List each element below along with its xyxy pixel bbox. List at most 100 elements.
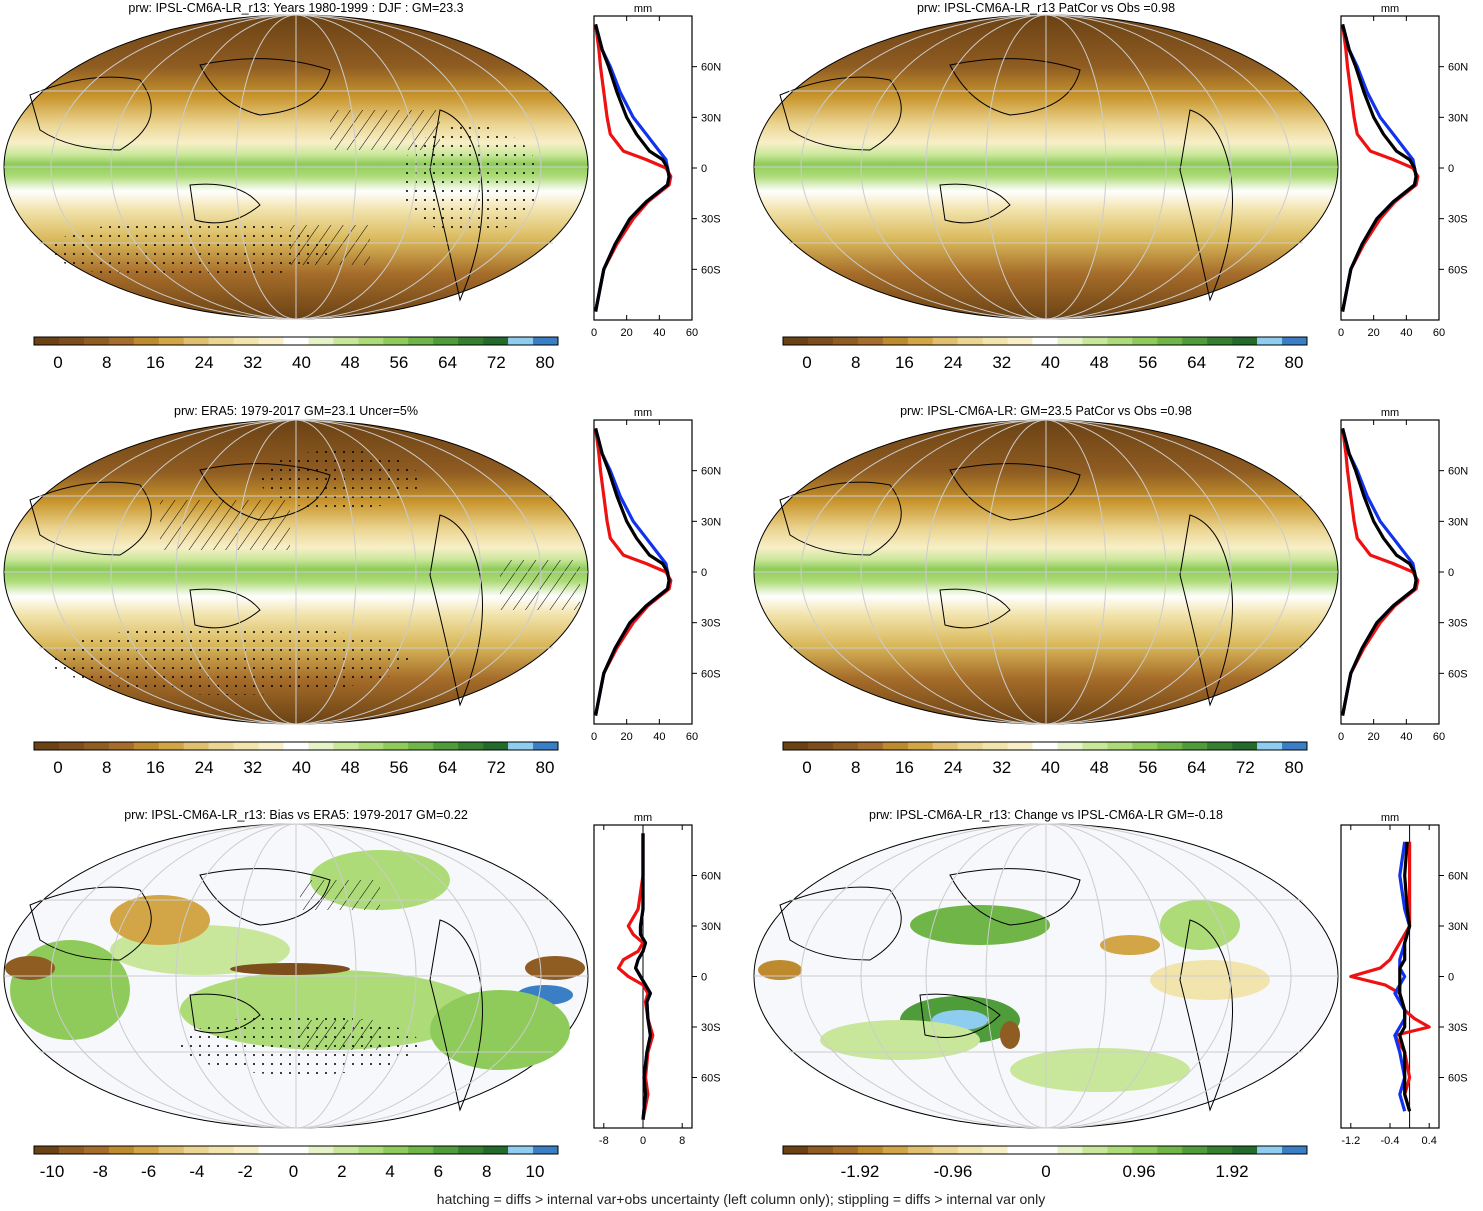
colorbar-swatch — [308, 742, 334, 750]
colorbar-label: 24 — [944, 353, 963, 372]
colorbar-swatch — [408, 1146, 434, 1154]
panel-4: prw: IPSL-CM6A-LR: GM=23.5 PatCor vs Obs… — [753, 404, 1468, 777]
profile-line — [633, 833, 653, 1120]
x-tick-label: 0.4 — [1422, 1135, 1437, 1147]
colorbar-label: 16 — [146, 353, 165, 372]
colorbar-label: 64 — [1187, 758, 1206, 777]
colorbar-swatch — [483, 337, 509, 345]
colorbar-swatch — [208, 1146, 234, 1154]
colorbar-swatch — [957, 1146, 983, 1154]
colorbar-swatch — [283, 742, 309, 750]
lat-label: 60N — [1448, 871, 1468, 883]
colorbar-swatch — [508, 1146, 534, 1154]
colorbar-label: 48 — [1090, 353, 1109, 372]
panel-title: prw: IPSL-CM6A-LR: GM=23.5 PatCor vs Obs… — [900, 404, 1192, 418]
colorbar-label: 32 — [243, 353, 262, 372]
colorbar-swatch — [1282, 337, 1308, 345]
colorbar-swatch — [158, 742, 185, 750]
colorbar-swatch — [1132, 337, 1158, 345]
lat-label: 60N — [1448, 466, 1468, 478]
x-tick-label: 60 — [1433, 327, 1445, 339]
colorbar-swatch — [1182, 337, 1208, 345]
colorbar-swatch — [1132, 742, 1158, 750]
profile-line — [1341, 23, 1418, 312]
colorbar-label: 48 — [341, 758, 360, 777]
colorbar-label: -8 — [93, 1162, 108, 1181]
x-tick-label: 8 — [679, 1135, 685, 1147]
colorbar-swatch — [1082, 337, 1108, 345]
colorbar-swatch — [932, 337, 958, 345]
lat-label: 30N — [1448, 921, 1468, 933]
colorbar-frame — [33, 336, 559, 346]
colorbar-swatch — [533, 337, 559, 345]
colorbar-label: -10 — [40, 1162, 65, 1181]
colorbar-label: 48 — [341, 353, 360, 372]
colorbar-swatch — [58, 337, 85, 345]
colorbar-swatch — [183, 742, 209, 750]
panel-2: prw: IPSL-CM6A-LR_r13 PatCor vs Obs =0.9… — [753, 1, 1468, 372]
x-tick-label: 40 — [653, 327, 665, 339]
lat-label: 0 — [701, 567, 707, 579]
lat-label: 30S — [701, 214, 721, 226]
colorbar-swatch — [508, 742, 534, 750]
colorbar-swatch — [408, 337, 434, 345]
map-features — [779, 463, 1233, 707]
colorbar-swatch — [982, 337, 1008, 345]
colorbar-swatch — [483, 1146, 509, 1154]
colorbar-swatch — [108, 337, 135, 345]
colorbar-swatch — [1007, 742, 1033, 750]
lat-label: 30S — [701, 1022, 721, 1034]
colorbar-swatch — [1207, 742, 1233, 750]
colorbar-label: 24 — [195, 758, 214, 777]
colorbar-label: 64 — [438, 353, 457, 372]
lat-label: 60N — [701, 871, 721, 883]
colorbar-label: 0 — [802, 758, 811, 777]
colorbar-swatch — [982, 742, 1008, 750]
panel-6: prw: IPSL-CM6A-LR_r13: Change vs IPSL-CM… — [753, 808, 1468, 1181]
lat-label: 0 — [1448, 163, 1454, 175]
colorbar-swatch — [832, 742, 859, 750]
colorbar-swatch — [83, 1146, 110, 1154]
colorbar-swatch — [882, 337, 909, 345]
colorbar-label: -0.96 — [934, 1162, 973, 1181]
colorbar-label: 72 — [487, 758, 506, 777]
colorbar-frame — [782, 741, 1308, 751]
panel-1: prw: IPSL-CM6A-LR_r13: Years 1980-1999 :… — [3, 1, 721, 372]
colorbar-swatch — [433, 1146, 459, 1154]
colorbar-swatch — [208, 337, 234, 345]
lat-label: 30N — [701, 921, 721, 933]
profile-line — [1341, 427, 1418, 716]
colorbar-swatch — [1207, 337, 1233, 345]
colorbar-swatch — [1032, 337, 1058, 345]
lat-label: 60N — [701, 62, 721, 74]
colorbar-label: -2 — [238, 1162, 253, 1181]
colorbar-swatch — [433, 742, 459, 750]
colorbar-swatch — [832, 337, 859, 345]
colorbar-swatch — [358, 1146, 384, 1154]
colorbar-label: 40 — [292, 758, 311, 777]
colorbar-label: 16 — [895, 758, 914, 777]
colorbar-label: 8 — [102, 353, 111, 372]
colorbar-swatch — [358, 742, 384, 750]
colorbar-swatch — [258, 742, 284, 750]
colorbar: 0 8 16 24 32 40 48 56 64 72 80 — [33, 336, 559, 372]
x-tick-label: 0 — [1338, 327, 1344, 339]
colorbar-swatch — [1032, 1146, 1058, 1154]
colorbar-swatch — [857, 337, 884, 345]
colorbar-swatch — [258, 337, 284, 345]
colorbar-label: 56 — [389, 353, 408, 372]
colorbar-swatch — [907, 742, 934, 750]
colorbar-swatch — [1107, 337, 1133, 345]
unit-label: mm — [1381, 812, 1399, 824]
lat-label: 30S — [701, 618, 721, 630]
colorbar-label: 64 — [438, 758, 457, 777]
colorbar-swatch — [83, 742, 110, 750]
panel-title: prw: IPSL-CM6A-LR_r13 PatCor vs Obs =0.9… — [917, 1, 1175, 15]
panel-title: prw: IPSL-CM6A-LR_r13: Years 1980-1999 :… — [128, 1, 463, 15]
map-features — [779, 58, 1233, 302]
colorbar-swatch — [1157, 742, 1183, 750]
colorbar-swatch — [34, 1146, 60, 1154]
colorbar-label: 64 — [1187, 353, 1206, 372]
colorbar-label: 32 — [992, 353, 1011, 372]
colorbar-label: -1.92 — [841, 1162, 880, 1181]
